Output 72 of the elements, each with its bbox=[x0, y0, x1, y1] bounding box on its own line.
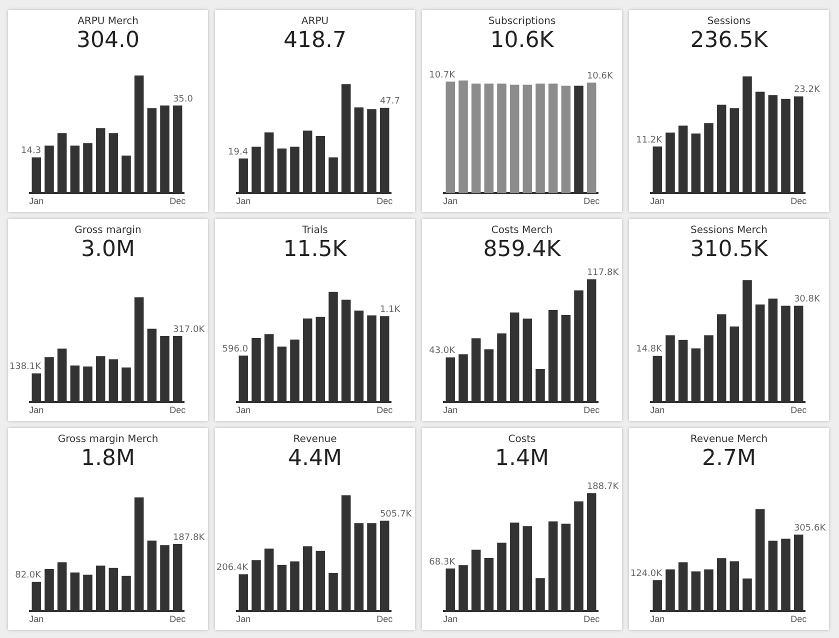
chart-subtitle: 310.5K bbox=[689, 237, 769, 263]
chart-subtitle: 11.5K bbox=[282, 237, 348, 263]
chart-subtitle: 1.8M bbox=[80, 446, 136, 472]
chart-subtitle: 859.4K bbox=[482, 237, 562, 263]
chart-title: Sessions Merch bbox=[689, 225, 769, 237]
x-tick-label: Dec bbox=[584, 196, 600, 206]
data-label: 505.7K bbox=[380, 510, 413, 520]
chart-title: Costs Merch bbox=[490, 225, 554, 237]
data-label: 305.6K bbox=[794, 524, 827, 534]
x-tick-label: Jan bbox=[650, 614, 665, 624]
x-tick-label: Dec bbox=[170, 405, 186, 416]
data-label: 68.3K bbox=[429, 557, 456, 568]
chart-title: Revenue bbox=[292, 434, 338, 446]
data-label: 1.1K bbox=[380, 304, 402, 315]
data-label: 317.0K bbox=[172, 324, 206, 335]
chart-title: Revenue Merch bbox=[689, 434, 769, 446]
chart-subtitle: 304.0 bbox=[76, 28, 140, 54]
x-tick-label: Dec bbox=[170, 196, 186, 206]
x-tick-label: Dec bbox=[376, 405, 394, 416]
chart-subtitle: 236.5K bbox=[689, 28, 769, 54]
data-label: 188.7K bbox=[586, 482, 620, 492]
chart-title: ARPU Merch bbox=[76, 16, 140, 28]
chart-subtitle: 1.4M bbox=[494, 446, 550, 472]
chart-title: Subscriptions bbox=[487, 16, 557, 28]
x-tick-label: Jan bbox=[443, 196, 458, 206]
data-label: 14.3 bbox=[21, 146, 42, 156]
x-tick-label: Dec bbox=[376, 196, 394, 206]
x-tick-label: Jan bbox=[650, 405, 665, 416]
data-label: 138.1K bbox=[9, 362, 42, 372]
x-tick-label: Jan bbox=[236, 405, 251, 416]
x-tick-label: Jan bbox=[236, 196, 251, 206]
chart-subtitle: 418.7 bbox=[282, 28, 348, 54]
x-tick-label: Jan bbox=[650, 196, 665, 206]
data-label: 124.0K bbox=[630, 568, 664, 579]
data-label: 14.8K bbox=[636, 344, 664, 355]
x-tick-label: Dec bbox=[790, 614, 808, 624]
x-tick-label: Dec bbox=[170, 614, 186, 624]
chart-title: Costs bbox=[507, 434, 537, 446]
data-label: 30.8K bbox=[794, 294, 821, 305]
x-tick-label: Dec bbox=[790, 196, 808, 206]
data-label: 596.0 bbox=[222, 344, 248, 354]
x-tick-label: Jan bbox=[443, 405, 458, 416]
x-tick-label: Dec bbox=[790, 405, 808, 416]
data-label: 82.0K bbox=[15, 570, 42, 581]
chart-subtitle: 10.6K bbox=[489, 28, 555, 54]
chart-title: ARPU bbox=[300, 16, 330, 28]
data-label: 10.7K bbox=[429, 70, 456, 80]
chart-subtitle: 4.4M bbox=[287, 446, 343, 472]
chart-title: Sessions bbox=[706, 16, 752, 28]
data-label: 187.8K bbox=[172, 532, 206, 543]
chart-subtitle: 2.7M bbox=[701, 446, 757, 472]
data-label: 23.2K bbox=[794, 85, 821, 96]
data-label: 10.6K bbox=[586, 71, 614, 82]
x-tick-label: Dec bbox=[584, 614, 600, 624]
chart-title: Trials bbox=[301, 225, 329, 237]
x-tick-label: Dec bbox=[584, 405, 600, 416]
data-label: 19.4 bbox=[228, 147, 248, 158]
x-tick-label: Jan bbox=[443, 614, 458, 624]
data-label: 43.0K bbox=[429, 346, 456, 356]
chart-title: Gross margin bbox=[74, 225, 142, 237]
x-tick-label: Jan bbox=[29, 405, 44, 416]
data-label: 117.8K bbox=[586, 268, 620, 278]
data-label: 35.0 bbox=[172, 94, 194, 104]
chart-subtitle: 3.0M bbox=[80, 237, 136, 263]
x-tick-label: Jan bbox=[29, 196, 44, 206]
x-tick-label: Dec bbox=[376, 614, 394, 624]
chart-title: Gross margin Merch bbox=[56, 434, 160, 446]
data-label: 11.2K bbox=[636, 135, 664, 146]
x-tick-label: Jan bbox=[236, 614, 251, 624]
x-tick-label: Jan bbox=[29, 614, 44, 624]
data-label: 206.4K bbox=[216, 563, 250, 574]
data-label: 47.7 bbox=[380, 96, 400, 107]
